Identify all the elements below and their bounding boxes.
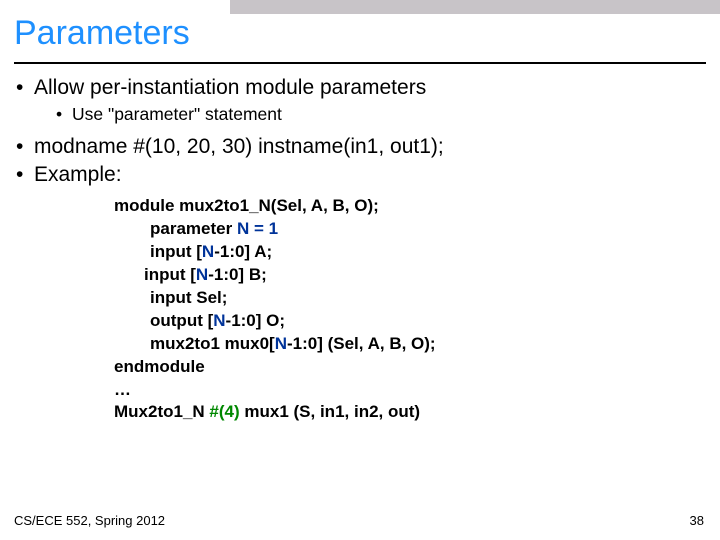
code-line: input [N-1:0] B; bbox=[114, 264, 706, 287]
code-text: mux2to1 mux0[ bbox=[150, 334, 275, 353]
code-block: module mux2to1_N(Sel, A, B, O); paramete… bbox=[114, 195, 706, 424]
param-n: N bbox=[202, 242, 214, 261]
top-bar bbox=[230, 0, 720, 14]
bullet-example: Example: bbox=[34, 163, 706, 187]
code-text: input [ bbox=[144, 265, 196, 284]
code-text: -1:0] B; bbox=[208, 265, 267, 284]
param-spec: #(4) bbox=[209, 402, 239, 421]
param-n: N bbox=[213, 311, 225, 330]
code-line: mux2to1 mux0[N-1:0] (Sel, A, B, O); bbox=[114, 333, 706, 356]
code-line: parameter N = 1 bbox=[114, 218, 706, 241]
code-text: -1:0] (Sel, A, B, O); bbox=[287, 334, 436, 353]
code-line: output [N-1:0] O; bbox=[114, 310, 706, 333]
bullet-use: Use "parameter" statement bbox=[72, 104, 706, 125]
title-rule bbox=[14, 62, 706, 64]
param-n: N bbox=[196, 265, 208, 284]
code-line: module mux2to1_N(Sel, A, B, O); bbox=[114, 195, 706, 218]
content-area: Allow per-instantiation module parameter… bbox=[14, 76, 706, 424]
bullet-modname: modname #(10, 20, 30) instname(in1, out1… bbox=[34, 135, 706, 159]
code-text: output [ bbox=[150, 311, 213, 330]
code-text: input [ bbox=[150, 242, 202, 261]
code-text: -1:0] A; bbox=[214, 242, 272, 261]
code-text: mux1 (S, in1, in2, out) bbox=[240, 402, 420, 421]
page-title: Parameters bbox=[14, 14, 190, 53]
code-text: -1:0] O; bbox=[226, 311, 286, 330]
code-line: input Sel; bbox=[114, 287, 706, 310]
page-number: 38 bbox=[690, 513, 704, 528]
code-line: … bbox=[114, 379, 706, 402]
code-text: parameter bbox=[150, 219, 237, 238]
footer-course: CS/ECE 552, Spring 2012 bbox=[14, 513, 165, 528]
param-n: N bbox=[275, 334, 287, 353]
code-text: Mux2to1_N bbox=[114, 402, 209, 421]
code-line: Mux2to1_N #(4) mux1 (S, in1, in2, out) bbox=[114, 401, 706, 424]
code-line: endmodule bbox=[114, 356, 706, 379]
bullet-allow: Allow per-instantiation module parameter… bbox=[34, 76, 706, 100]
param-def: N = 1 bbox=[237, 219, 278, 238]
code-line: input [N-1:0] A; bbox=[114, 241, 706, 264]
